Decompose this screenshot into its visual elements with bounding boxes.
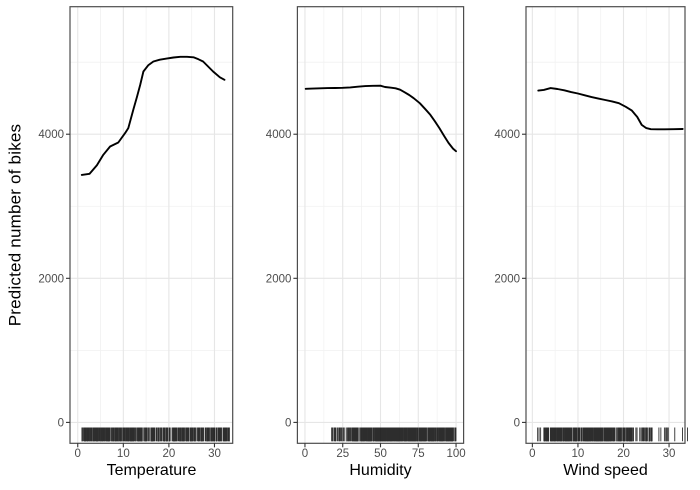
y-tick-label: 4000	[38, 129, 64, 141]
x-tick-label: 0	[302, 448, 308, 460]
panel-background	[526, 6, 685, 444]
pdp-curve-humidity	[304, 84, 457, 153]
y-tick-label: 4000	[494, 129, 520, 141]
x-axis-title-wind-speed: Wind speed	[563, 462, 648, 479]
x-tick-label: 10	[117, 448, 130, 460]
y-tick-label: 2000	[38, 273, 64, 285]
x-axis-title-humidity: Humidity	[349, 462, 412, 479]
y-tick-label: 2000	[266, 273, 292, 285]
pdp-curve-temperature	[80, 55, 226, 176]
x-tick-label: 0	[75, 448, 81, 460]
x-tick-label: 30	[208, 448, 221, 460]
panel-border	[69, 6, 234, 444]
y-tick-label: 0	[514, 417, 520, 429]
y-tick-label: 4000	[266, 129, 292, 141]
x-tick-label: 0	[529, 448, 535, 460]
x-tick-label: 10	[572, 448, 585, 460]
y-axis-title: Predicted number of bikes	[0, 5, 33, 445]
panel-wind-speed: 0 10 20 30 0 2000 4000	[494, 6, 688, 460]
x-tick-label: 20	[617, 448, 630, 460]
panel-humidity: 0 25 50 75 100 0 2000 4000	[266, 6, 466, 460]
x-axis-title-temperature: Temperature	[106, 462, 197, 479]
x-tick-label: 20	[162, 448, 175, 460]
panel-background	[70, 6, 233, 444]
panel-temperature: 0 10 20 30 0 2000 4000	[38, 6, 234, 460]
rug-temperature	[81, 427, 230, 442]
panel-border	[525, 6, 686, 444]
x-tick-label: 50	[374, 448, 387, 460]
y-axis-title-text: Predicted number of bikes	[5, 123, 24, 327]
x-tick-label: 30	[663, 448, 676, 460]
y-tick-label: 0	[58, 417, 64, 429]
x-tick-label: 25	[336, 448, 349, 460]
rug-wind-speed	[537, 427, 688, 442]
x-tick-label: 75	[412, 448, 425, 460]
x-tick-label: 100	[446, 448, 465, 460]
rug-humidity	[331, 427, 457, 442]
y-tick-label: 2000	[494, 273, 520, 285]
pdp-curve-wind-speed	[537, 87, 684, 131]
y-tick-label: 0	[285, 417, 291, 429]
